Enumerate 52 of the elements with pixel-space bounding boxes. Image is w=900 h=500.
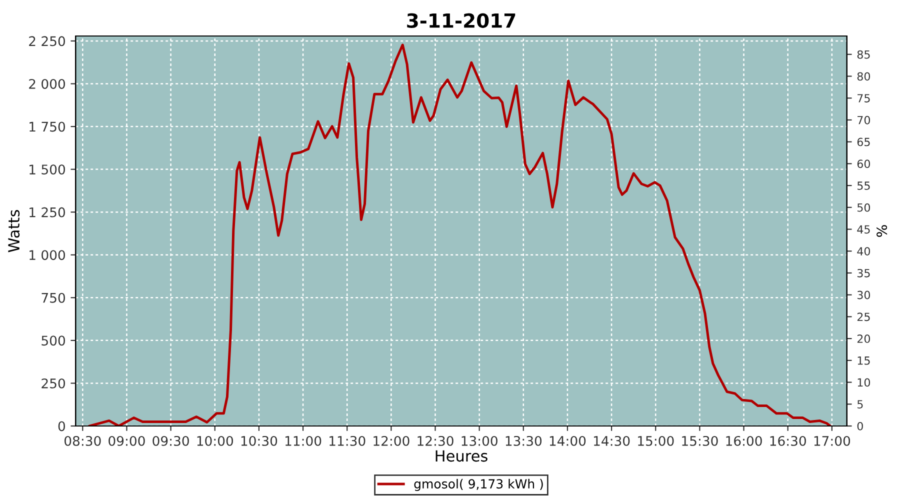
y2-tick-label: 50 (857, 203, 870, 212)
x-tick-label: 09:00 (108, 436, 145, 446)
x-tick-label: 10:30 (241, 436, 278, 446)
x-tick-label: 15:30 (682, 436, 718, 446)
y2-tick-label: 25 (857, 312, 870, 322)
x-tick-label: 14:00 (550, 436, 586, 446)
y2-tick-label: 65 (857, 138, 870, 146)
y2-tick-label: 5 (857, 400, 863, 409)
y-tick-label: 250 (42, 378, 65, 388)
y-tick-label: 1 500 (30, 164, 65, 175)
x-tick-label: 17:00 (814, 436, 850, 446)
y2-tick-label: 0 (857, 422, 863, 430)
y2-tick-label: 15 (858, 356, 870, 365)
y2-axis-title: % (876, 225, 888, 237)
x-tick-label: 16:30 (770, 436, 806, 446)
y2-tick-label: 35 (857, 268, 870, 278)
x-tick-label: 13:30 (506, 436, 542, 446)
x-tick-label: 14:30 (594, 436, 630, 446)
y2-tick-label: 30 (857, 290, 870, 300)
y-tick-label: 500 (42, 336, 65, 346)
y2-tick-label: 45 (857, 225, 870, 234)
y2-tick-label: 40 (857, 247, 870, 256)
y-tick-label: 1 250 (30, 207, 65, 218)
legend-label: gmosol( 9,173 kWh ) (414, 478, 543, 491)
x-tick-label: 11:00 (285, 436, 322, 446)
y-axis-title: Watts (8, 210, 20, 252)
y2-tick-label: 70 (858, 116, 870, 124)
x-tick-label: 08:30 (64, 436, 101, 446)
x-tick-label: 12:00 (374, 436, 410, 446)
line-series (88, 44, 832, 426)
y-tick-label: 1 000 (30, 250, 65, 260)
y2-tick-label: 60 (857, 160, 870, 168)
y-tick-label: 750 (42, 292, 65, 303)
y-tick-label: 0 (58, 421, 65, 432)
y2-tick-label: 10 (858, 378, 870, 387)
y2-tick-label: 85 (857, 50, 870, 59)
x-tick-label: 11:30 (330, 436, 366, 446)
x-tick-label: 13:00 (462, 436, 498, 446)
chart-title: 3-11-2017 (407, 13, 516, 28)
x-axis-title: Heures (436, 450, 488, 462)
x-tick-label: 12:30 (418, 436, 454, 446)
x-tick-label: 16:00 (726, 436, 762, 446)
x-tick-label: 09:30 (152, 436, 189, 446)
y-tick-label: 1 750 (30, 122, 65, 132)
y2-tick-label: 75 (858, 94, 870, 102)
y-tick-label: 2 000 (29, 78, 65, 89)
y-tick-label: 2 250 (29, 36, 65, 46)
x-tick-label: 15:00 (638, 436, 674, 446)
x-tick-label: 10:00 (197, 436, 234, 446)
y2-tick-label: 20 (857, 334, 870, 343)
y2-tick-label: 80 (857, 72, 870, 81)
y2-tick-label: 55 (857, 182, 870, 190)
